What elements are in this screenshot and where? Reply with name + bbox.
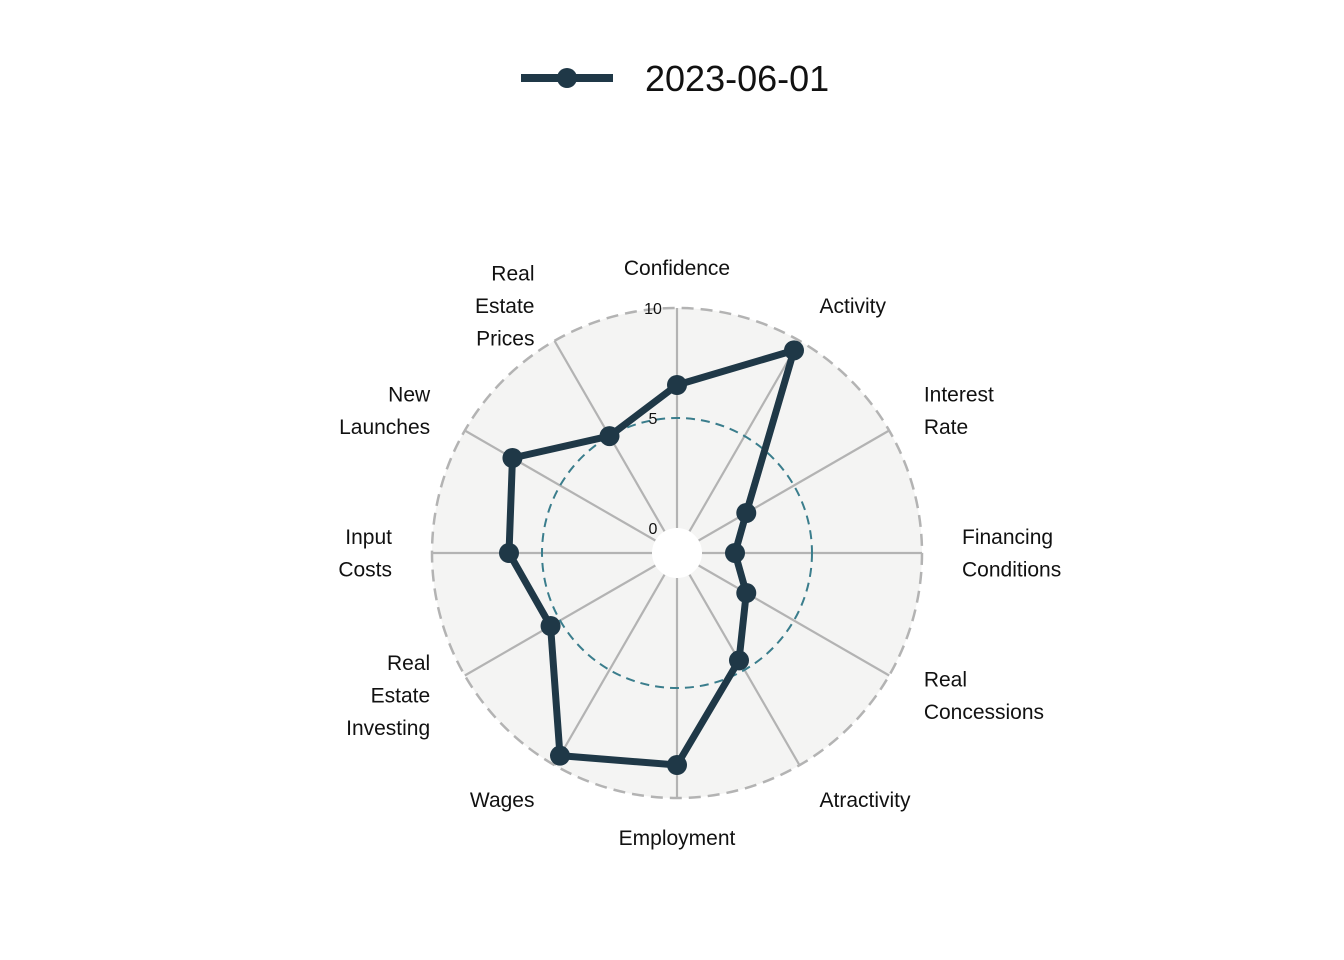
axis-label-line: New — [388, 383, 431, 406]
axis-label: Wages — [470, 789, 535, 812]
axis-label: Real Estate Prices — [475, 263, 535, 351]
axis-label: Financing Conditions — [962, 526, 1061, 582]
axis-label-line: Activity — [820, 295, 887, 318]
axis-label-line: Atractivity — [820, 789, 912, 812]
data-point — [599, 426, 620, 447]
axis-label-line: Interest — [924, 383, 994, 406]
axis-label: Confidence — [624, 257, 730, 280]
axis-label: Atractivity — [820, 789, 912, 812]
radial-tick-label: 5 — [649, 411, 658, 428]
data-point — [502, 448, 523, 468]
axis-label-line: Wages — [470, 789, 535, 812]
axis-label-line: Estate — [475, 295, 535, 318]
axis-label: Interest Rate — [924, 383, 994, 439]
axis-label-line: Launches — [339, 416, 430, 439]
outer-grid-circle — [430, 306, 924, 800]
plot-area: 0 5 10 Confidence Activity Interest Rate Financ… — [338, 257, 1061, 850]
axis-label-line: Real — [924, 668, 967, 691]
data-point — [729, 650, 749, 671]
axis-label: New Launches — [339, 383, 431, 439]
radial-tick-label: 0 — [649, 521, 658, 538]
legend-series-label: 2023-06-01 — [645, 58, 829, 99]
data-point — [736, 503, 757, 523]
grid-spoke — [698, 564, 890, 677]
axis-label: Input Costs — [338, 526, 392, 582]
axis-label: Activity — [820, 295, 887, 318]
legend-point-marker — [557, 68, 577, 88]
data-point — [540, 616, 561, 636]
grid-spoke — [698, 429, 890, 542]
grid-spoke — [553, 574, 666, 766]
data-point — [667, 375, 687, 395]
legend: 2023-06-01 — [521, 58, 829, 99]
radial-tick-label: 10 — [644, 301, 662, 318]
axis-label-line: Investing — [346, 717, 430, 740]
axis-label-line: Rate — [924, 416, 968, 439]
center-hole — [652, 528, 702, 578]
axis-label-line: Costs — [338, 558, 392, 581]
axis-label-line: Prices — [476, 328, 534, 351]
axis-label-line: Real — [387, 652, 430, 675]
axis-label-line: Concessions — [924, 701, 1044, 724]
grid-spoke — [464, 429, 656, 542]
data-point — [736, 583, 757, 603]
axis-label-line: Conditions — [962, 558, 1061, 581]
data-point — [499, 543, 519, 563]
data-point — [784, 340, 804, 361]
axis-label: Employment — [619, 827, 736, 850]
axis-label-line: Real — [491, 263, 534, 286]
axis-label: Real Estate Investing — [346, 652, 430, 740]
axis-label-line: Financing — [962, 526, 1053, 549]
data-point — [725, 543, 745, 563]
data-point — [550, 745, 570, 766]
axis-label-line: Confidence — [624, 257, 730, 280]
axis-label: Real Concessions — [924, 668, 1044, 724]
reference-circle — [541, 417, 813, 689]
data-point — [667, 755, 687, 775]
axis-label-line: Estate — [371, 685, 431, 708]
axis-label-line: Employment — [619, 827, 736, 850]
axis-label-line: Input — [345, 526, 392, 549]
